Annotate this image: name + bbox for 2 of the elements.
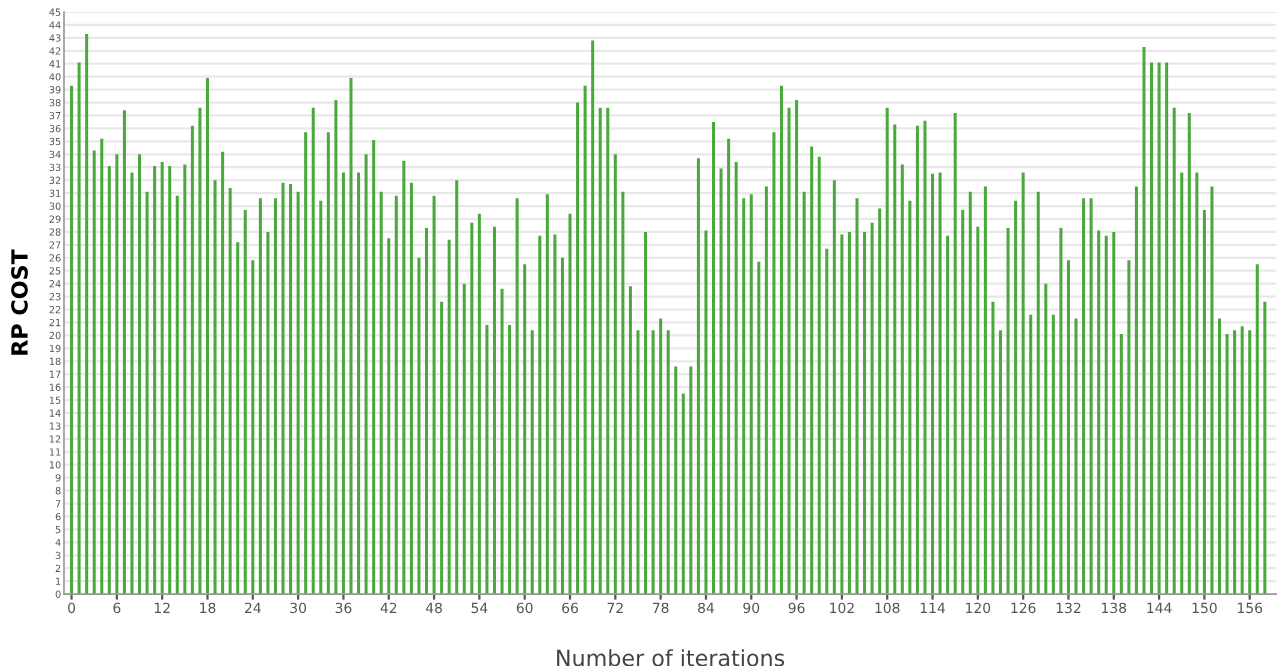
y-axis-title: RP COST bbox=[11, 249, 28, 355]
x-axis-title: Number of iterations bbox=[557, 649, 785, 666]
